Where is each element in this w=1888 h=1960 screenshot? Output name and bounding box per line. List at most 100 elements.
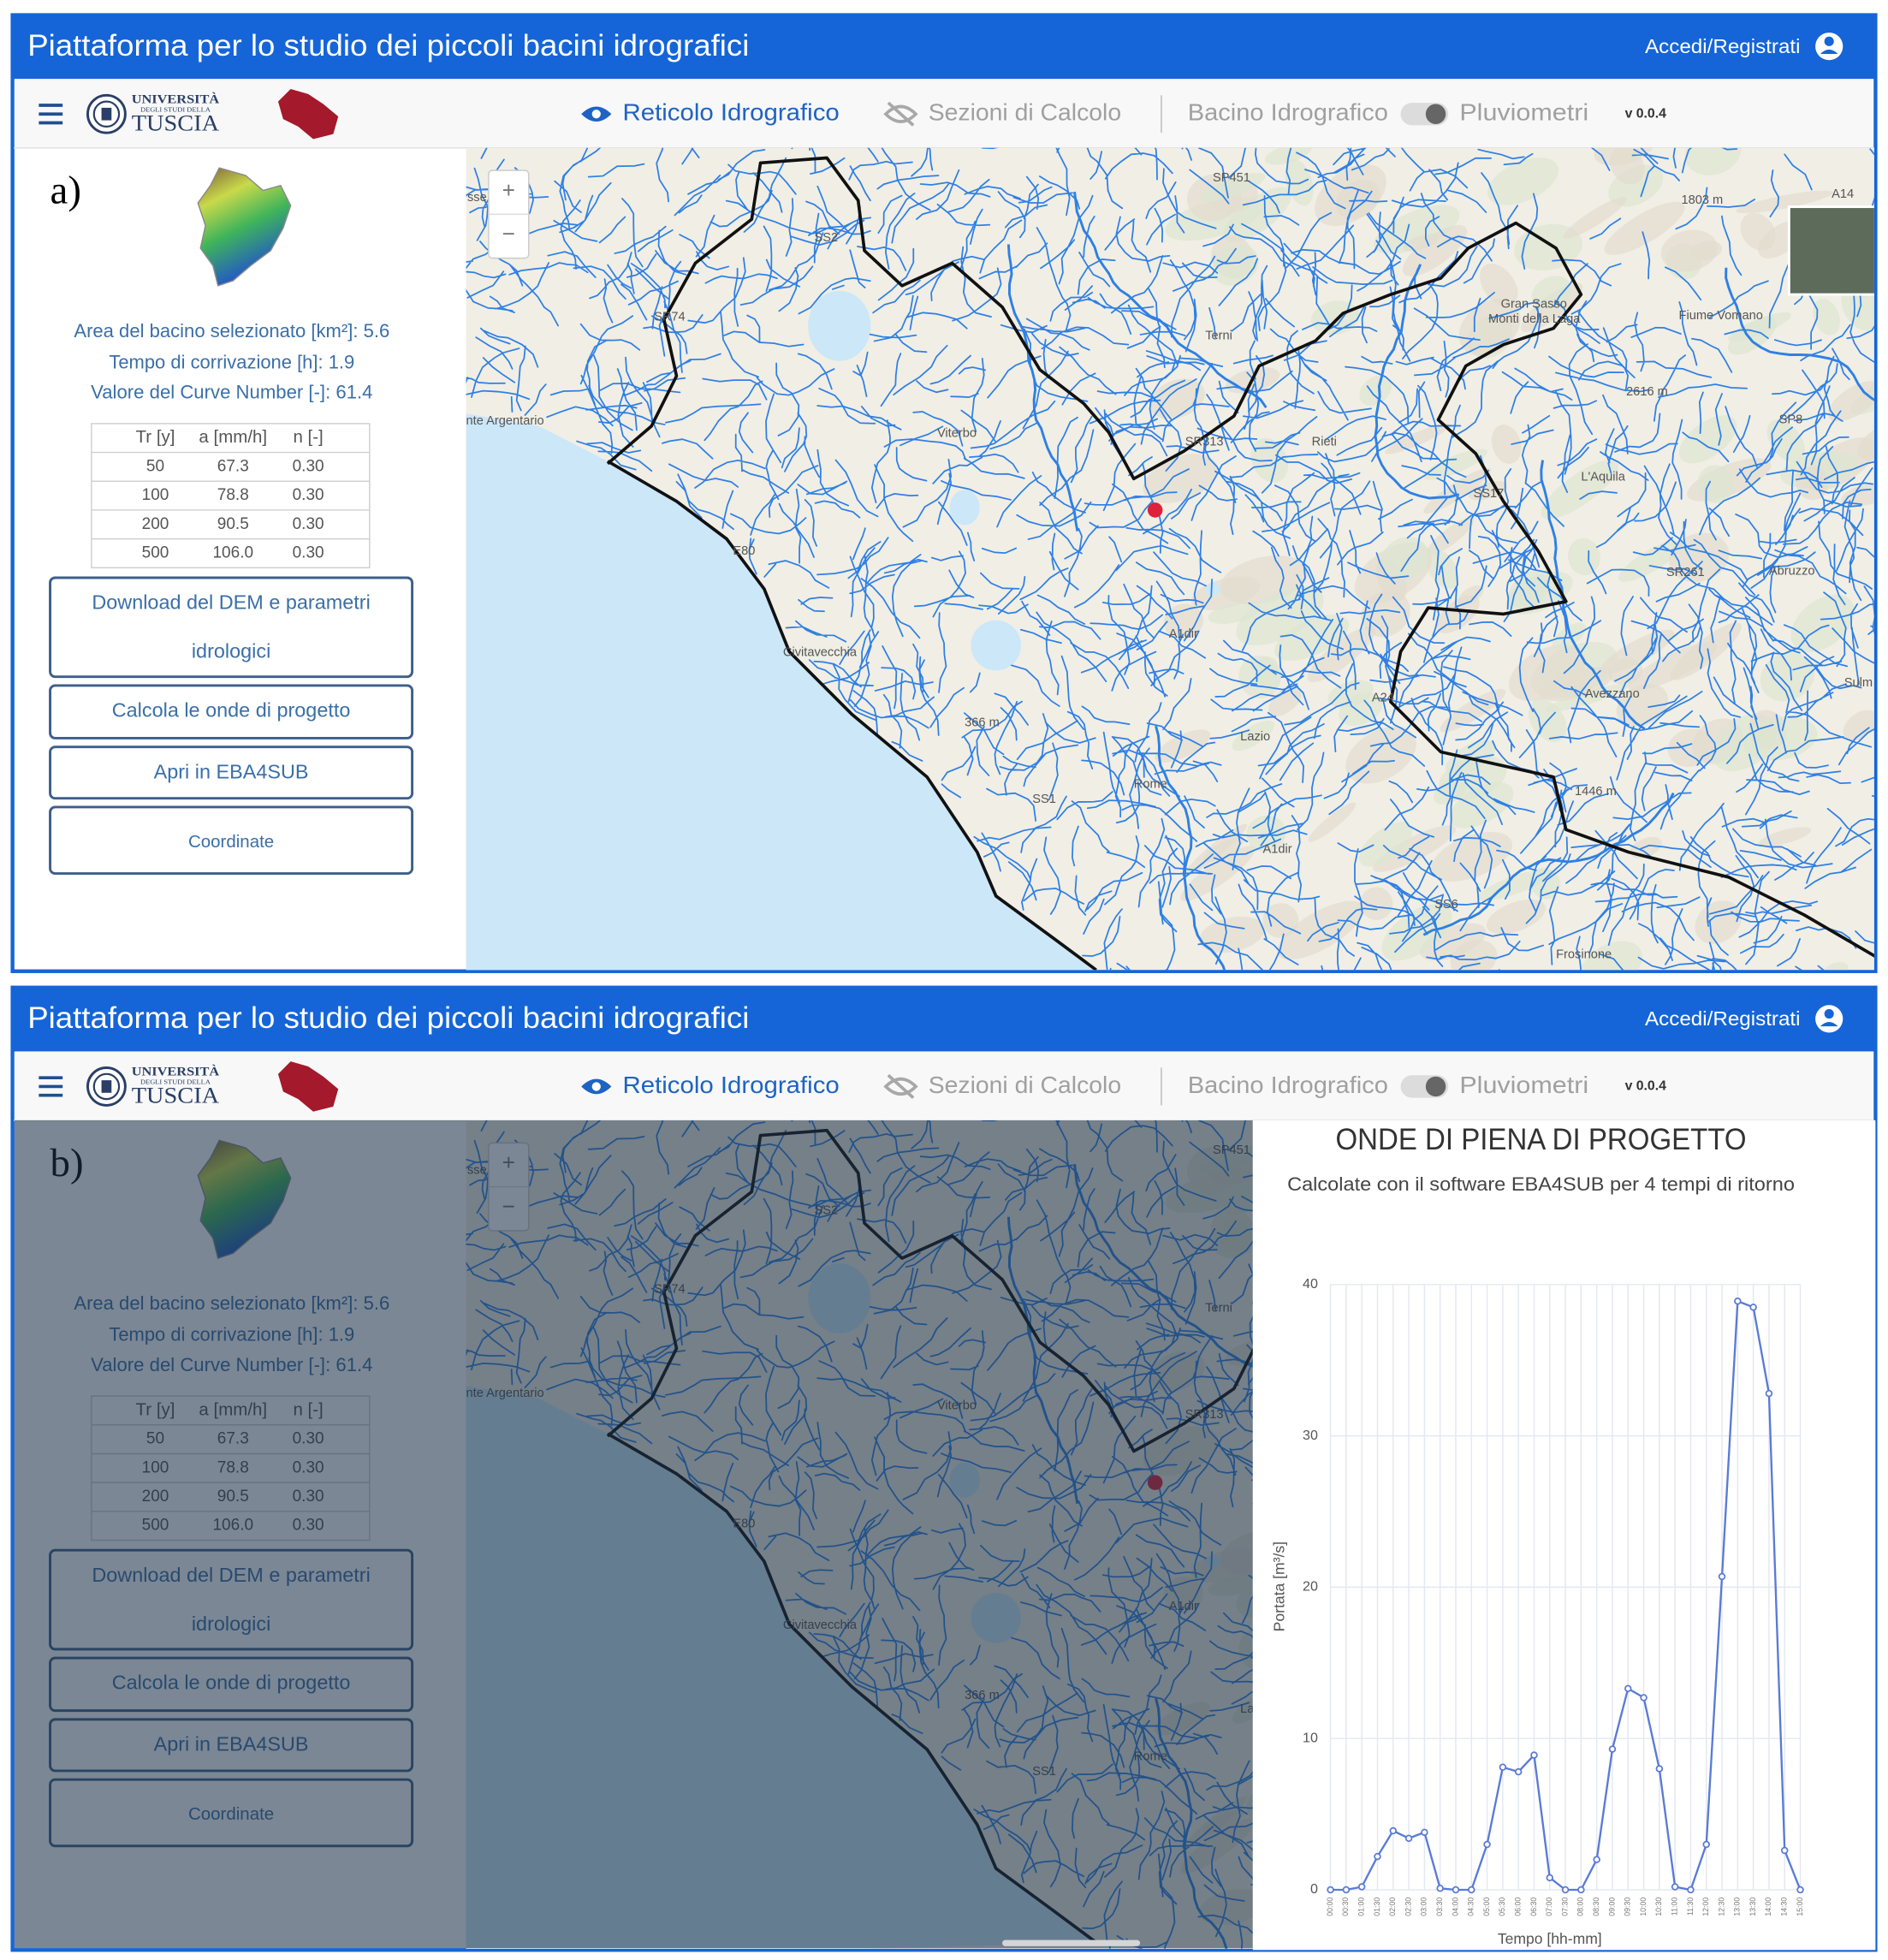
button-label[interactable]: Coordinate (187, 830, 275, 851)
terrain (1689, 241, 1723, 261)
x-tick-label: 00:00 (1326, 1898, 1334, 1916)
button-label-box: Apri in EBA4SUB (153, 761, 309, 783)
chart-bg (1252, 1120, 1876, 1951)
map-label: SP451 (1213, 171, 1250, 185)
x-tick-label: 05:00 (1482, 1898, 1491, 1916)
layer-toggle[interactable]: Sezioni di Calcolo (929, 1072, 1121, 1098)
x-tick-label: 03:30 (1435, 1898, 1444, 1916)
login-link[interactable]: Accedi/Registrati (1645, 35, 1801, 57)
terrain (1200, 173, 1266, 202)
layer-toggle[interactable]: Sezioni di Calcolo (929, 99, 1121, 126)
point (1342, 1886, 1351, 1894)
logo-line: TUSCIA (132, 110, 219, 135)
map-label: A24 (1372, 691, 1394, 704)
version: v 0.0.4 (1625, 105, 1666, 121)
seal-center (101, 1080, 112, 1093)
table-header: a [mm/h] (199, 427, 267, 447)
terrain (1678, 415, 1737, 464)
point (1780, 1846, 1789, 1855)
user-body (1820, 1022, 1838, 1027)
map-label: 1803 m (1681, 193, 1723, 207)
map-label: Lazio (1240, 730, 1270, 744)
button-label-box: Coordinate (187, 830, 275, 851)
x-tick-label: 09:30 (1624, 1898, 1632, 1916)
x-tick-label: 06:30 (1529, 1898, 1538, 1916)
point (1483, 1840, 1491, 1849)
x-tick-label: 02:30 (1404, 1898, 1412, 1916)
point (1421, 1828, 1428, 1837)
version: v 0.0.4 (1625, 1078, 1666, 1094)
point (1593, 1856, 1600, 1863)
terrain (1766, 419, 1805, 463)
x-tick-label: 14:00 (1764, 1898, 1772, 1916)
x-tick-label: 01:00 (1357, 1898, 1366, 1916)
menu-button[interactable] (39, 104, 63, 125)
point (1577, 1886, 1585, 1894)
switch-knob (1425, 104, 1446, 124)
map-label: Fiume Vomano (1679, 309, 1763, 323)
point (1608, 1745, 1617, 1753)
layer-toggle[interactable]: Pluviometri (1459, 1072, 1588, 1098)
point (1389, 1826, 1398, 1835)
point (1452, 1886, 1460, 1894)
terrain (1813, 299, 1840, 336)
user-icon (1815, 33, 1843, 61)
layer-toggle[interactable]: Reticolo Idrografico (623, 1072, 840, 1098)
table-cell: 50 (146, 457, 164, 475)
terrain (1486, 899, 1547, 935)
x-tick-label: 03:00 (1420, 1898, 1428, 1916)
button-label[interactable]: Apri in EBA4SUB (153, 761, 309, 783)
sidebar-button[interactable] (49, 805, 414, 876)
table-header: n [-] (293, 427, 323, 447)
layer-toggle[interactable]: Pluviometri (1459, 99, 1588, 126)
terrain (1419, 923, 1487, 961)
region-coast-border (607, 460, 1097, 971)
map-label: Gran Sasso (1501, 298, 1567, 312)
terrain (1545, 684, 1629, 712)
layer-toggle[interactable]: Reticolo Idrografico (623, 99, 840, 126)
panel: Piattaforma per lo studio dei piccoli ba… (10, 985, 1878, 1952)
map-label: Terni (1205, 329, 1232, 342)
x-tick-label: 06:00 (1513, 1898, 1522, 1916)
terrain (1568, 538, 1600, 576)
terrain (1359, 822, 1413, 867)
eye-pupil (591, 110, 601, 119)
x-tick-label: 12:00 (1701, 1898, 1710, 1916)
layer-toggle[interactable]: Bacino Idrografico (1188, 99, 1388, 126)
zoom-out[interactable]: − (502, 221, 515, 246)
menu-button[interactable] (39, 1076, 63, 1097)
terrain (1627, 642, 1718, 692)
map-label: Sulm (1844, 676, 1873, 690)
sidebar-button[interactable] (49, 684, 414, 739)
x-tick-label: 07:00 (1545, 1898, 1553, 1916)
table-cell: 0.30 (293, 457, 324, 475)
eye-pupil (591, 1082, 601, 1091)
y-tick-label: 20 (1303, 1579, 1318, 1595)
x-tick-label: 08:00 (1576, 1898, 1585, 1916)
sidebar-button[interactable] (49, 745, 414, 800)
point (1561, 1886, 1570, 1894)
basin-info: Area del bacino selezionato [km²]: 5.6 (74, 320, 389, 342)
table-cell: 0.30 (293, 543, 324, 561)
sidebar-button[interactable] (49, 576, 414, 679)
zoom-in[interactable]: + (502, 177, 515, 203)
x-tick-label: 09:00 (1607, 1898, 1616, 1916)
point (1687, 1886, 1695, 1894)
app-title: Piattaforma per lo studio dei piccoli ba… (27, 29, 749, 62)
logo-line: TUSCIA (132, 1084, 219, 1108)
point (1655, 1765, 1664, 1773)
x-tick-label: 15:00 (1796, 1898, 1804, 1916)
login-link[interactable]: Accedi/Registrati (1645, 1007, 1801, 1030)
logo-line: DEGLI STUDI DELLA (140, 1078, 211, 1086)
button-label[interactable]: Download del DEM e parametri idrologici (92, 591, 371, 662)
button-label[interactable]: Calcola le onde di progetto (111, 700, 351, 722)
layer-toggle[interactable]: Bacino Idrografico (1188, 1072, 1388, 1098)
point (1671, 1883, 1679, 1891)
table-cell: 0.30 (293, 515, 324, 533)
x-tick-label: 05:30 (1498, 1898, 1506, 1916)
point (1718, 1572, 1726, 1581)
terrain (1660, 229, 1718, 272)
terrain (1212, 244, 1259, 286)
table-header: Tr [y] (136, 427, 175, 447)
